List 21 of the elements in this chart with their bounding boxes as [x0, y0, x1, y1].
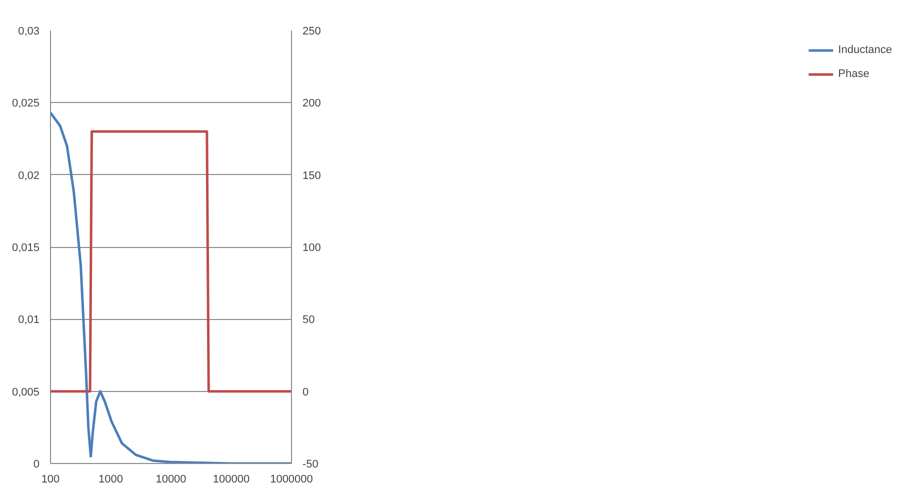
y2-tick-label: 0 — [302, 386, 309, 398]
y2-tick-label: 100 — [302, 242, 321, 254]
y2-tick-label: 250 — [302, 26, 321, 38]
y2-tick-label: 150 — [302, 170, 321, 182]
y-tick-label: 0,025 — [12, 98, 40, 110]
y-tick-label: 0,005 — [12, 386, 40, 398]
y2-tick-label: 200 — [302, 98, 321, 110]
y2-tick-label: -50 — [302, 458, 318, 470]
y2-tick-label: 50 — [302, 314, 315, 326]
legend-label: Inductance — [838, 44, 892, 56]
y-tick-label: 0,01 — [18, 314, 40, 326]
x-tick-label: 10000 — [156, 474, 186, 486]
x-tick-label: 100 — [41, 474, 60, 486]
y-tick-label: 0,02 — [18, 170, 40, 182]
y-tick-label: 0,03 — [18, 26, 40, 38]
y-tick-label: 0,015 — [12, 242, 40, 254]
x-tick-label: 1000 — [98, 474, 123, 486]
legend-label: Phase — [838, 68, 870, 80]
y-tick-label: 0 — [33, 458, 40, 470]
x-tick-label: 100000 — [212, 474, 250, 486]
x-tick-label: 1000000 — [270, 474, 313, 486]
